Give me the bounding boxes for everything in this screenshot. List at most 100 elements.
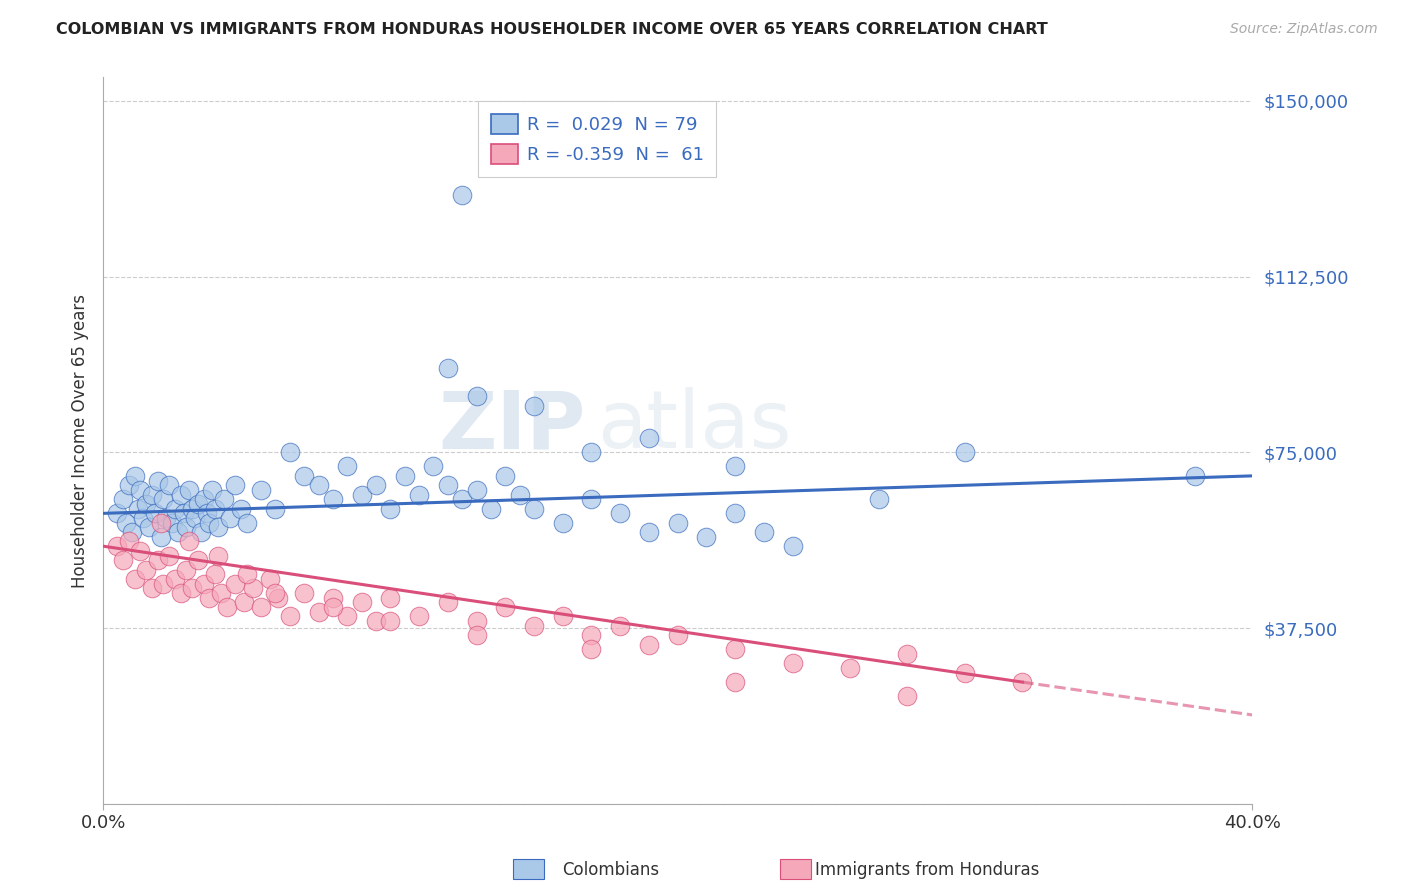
Point: [581, 642, 603, 657]
Point: [581, 445, 603, 459]
Point: [437, 478, 460, 492]
Point: [494, 600, 516, 615]
Point: [141, 488, 163, 502]
Point: [465, 389, 488, 403]
Point: [163, 572, 186, 586]
Point: [181, 582, 204, 596]
Point: [292, 468, 315, 483]
Point: [250, 600, 273, 615]
Point: [638, 638, 661, 652]
Point: [173, 507, 195, 521]
Point: [465, 483, 488, 497]
Point: [112, 492, 135, 507]
Point: [179, 483, 201, 497]
Point: [195, 507, 218, 521]
Point: [308, 605, 330, 619]
Point: [190, 525, 212, 540]
Point: [465, 628, 488, 642]
Point: [953, 665, 976, 680]
Point: [479, 501, 502, 516]
Point: [112, 553, 135, 567]
Point: [322, 492, 344, 507]
Text: Immigrants from Honduras: Immigrants from Honduras: [815, 861, 1040, 879]
Point: [207, 549, 229, 563]
Point: [107, 539, 129, 553]
Point: [146, 553, 169, 567]
Point: [581, 492, 603, 507]
Point: [437, 361, 460, 376]
Point: [204, 501, 226, 516]
Text: atlas: atlas: [598, 387, 792, 466]
Point: [124, 468, 146, 483]
Point: [121, 525, 143, 540]
Point: [181, 501, 204, 516]
Point: [666, 628, 689, 642]
Point: [163, 501, 186, 516]
Point: [581, 628, 603, 642]
Point: [152, 576, 174, 591]
Point: [336, 459, 359, 474]
Point: [209, 586, 232, 600]
Point: [1184, 468, 1206, 483]
Point: [143, 507, 166, 521]
Point: [394, 468, 416, 483]
Point: [724, 459, 747, 474]
Point: [364, 478, 387, 492]
Point: [179, 534, 201, 549]
Point: [157, 478, 180, 492]
Point: [242, 582, 264, 596]
Point: [138, 520, 160, 534]
Point: [609, 507, 631, 521]
Point: [422, 459, 444, 474]
Point: [152, 492, 174, 507]
Point: [149, 516, 172, 530]
Point: [204, 567, 226, 582]
Point: [638, 431, 661, 445]
Point: [170, 488, 193, 502]
Point: [638, 525, 661, 540]
Point: [953, 445, 976, 459]
Point: [155, 511, 177, 525]
Point: [322, 600, 344, 615]
Point: [193, 492, 215, 507]
Point: [224, 478, 246, 492]
Point: [129, 483, 152, 497]
Point: [224, 576, 246, 591]
Point: [215, 600, 238, 615]
Point: [129, 544, 152, 558]
Point: [451, 492, 474, 507]
Point: [149, 530, 172, 544]
Point: [118, 478, 141, 492]
Point: [141, 582, 163, 596]
Point: [166, 525, 188, 540]
Text: Colombians: Colombians: [562, 861, 659, 879]
Point: [350, 488, 373, 502]
Point: [308, 478, 330, 492]
Point: [135, 563, 157, 577]
Point: [451, 187, 474, 202]
Point: [115, 516, 138, 530]
Point: [523, 501, 546, 516]
Point: [523, 399, 546, 413]
Point: [292, 586, 315, 600]
Point: [160, 516, 183, 530]
Point: [380, 591, 402, 605]
Point: [198, 516, 221, 530]
Point: [218, 511, 240, 525]
Point: [896, 647, 918, 661]
Legend: R =  0.029  N = 79, R = -0.359  N =  61: R = 0.029 N = 79, R = -0.359 N = 61: [478, 101, 717, 177]
Point: [278, 609, 301, 624]
Point: [724, 675, 747, 690]
Point: [278, 445, 301, 459]
Point: [132, 511, 155, 525]
Point: [170, 586, 193, 600]
Point: [184, 511, 207, 525]
Point: [551, 516, 574, 530]
Point: [695, 530, 717, 544]
Text: Source: ZipAtlas.com: Source: ZipAtlas.com: [1230, 22, 1378, 37]
Point: [724, 507, 747, 521]
Point: [232, 595, 254, 609]
Point: [380, 614, 402, 628]
Point: [193, 576, 215, 591]
Point: [198, 591, 221, 605]
